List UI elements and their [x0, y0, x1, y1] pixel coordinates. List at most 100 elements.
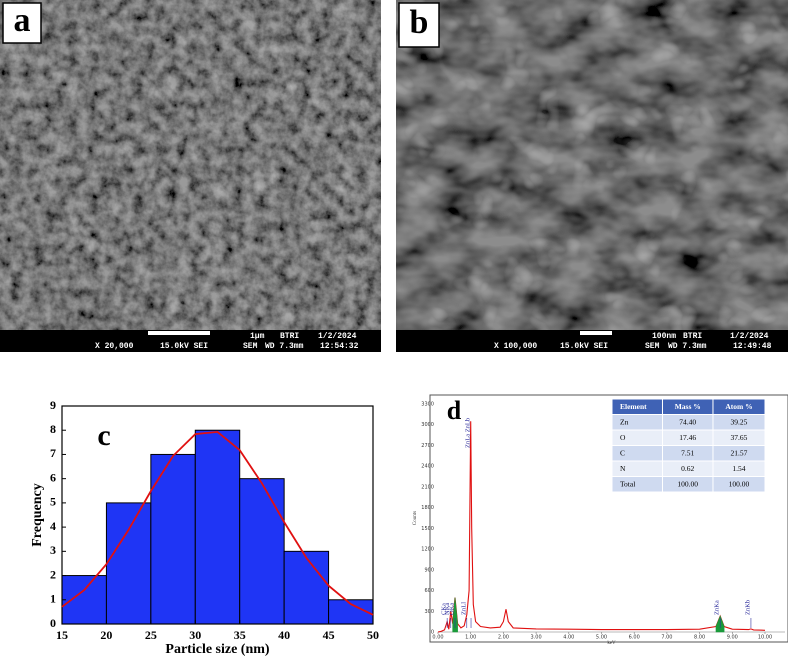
magnification: X 20,000 [95, 342, 134, 351]
x-tick-label: 2.00 [498, 635, 509, 641]
peak-label: ZnKa [714, 600, 721, 615]
y-tick-label: 3300 [421, 402, 434, 408]
table-text: 0.62 [681, 464, 694, 473]
y-tick-label: 0 [50, 616, 56, 630]
y-tick-label: 4 [50, 519, 56, 533]
x-tick-label: 5.00 [596, 635, 607, 641]
date: 1/2/2024 [730, 332, 769, 341]
bar [239, 478, 285, 625]
table-header-text: Element [620, 402, 647, 411]
date: 1/2/2024 [318, 332, 357, 341]
y-tick-label: 1800 [421, 505, 434, 511]
y-tick-label: 1200 [421, 547, 434, 553]
panel-label: d [447, 396, 462, 425]
scale-bar [580, 331, 612, 335]
y-tick-label: 6 [50, 470, 56, 484]
magnification: X 100,000 [494, 342, 537, 351]
table-text: N [620, 464, 626, 473]
table-text: 1.54 [732, 464, 745, 473]
table-text: O [620, 433, 626, 442]
panel-label: c [97, 419, 110, 452]
peak-label: NKa [444, 603, 451, 615]
y-tick-label: 1500 [421, 526, 434, 532]
y-tick-label: 2700 [421, 443, 434, 449]
x-tick-label: 15 [56, 628, 68, 642]
working-distance: WD 7.3mm [265, 342, 304, 351]
peak-label: OKa [448, 603, 455, 615]
y-tick-label: 5 [50, 495, 56, 509]
y-tick-label: 900 [424, 567, 434, 573]
info-bar [0, 330, 381, 352]
x-tick-label: 50 [367, 628, 379, 642]
bar [61, 575, 107, 625]
y-tick-label: 300 [424, 609, 434, 615]
peak-label: ZnLl [460, 602, 467, 615]
y-tick-label: 3000 [421, 422, 434, 428]
table-text: 37.65 [731, 433, 748, 442]
x-tick-label: 0.00 [432, 635, 443, 641]
time: 12:54:32 [320, 342, 359, 351]
table-text: 100.00 [677, 479, 698, 488]
x-tick-label: 40 [278, 628, 290, 642]
spectrum-area [452, 597, 458, 633]
x-tick-label: 9.00 [727, 635, 738, 641]
scale-text: 100nm [652, 332, 676, 341]
x-tick-label: 10.00 [758, 635, 772, 641]
lab: BTRI [683, 332, 702, 341]
table-text: Total [620, 479, 635, 488]
sem-highlight [0, 0, 381, 330]
y-tick-label: 2 [50, 567, 56, 581]
y-axis-label: Counts [413, 511, 418, 525]
bar [283, 550, 330, 625]
bar [194, 429, 241, 625]
x-tick-label: 4.00 [563, 635, 574, 641]
sem-highlight [396, 0, 788, 330]
x-axis-label: Particle size (nm) [165, 642, 270, 657]
table-text: 100.00 [729, 479, 750, 488]
voltage: 15.0kV SEI [560, 342, 608, 351]
time: 12:49:48 [733, 342, 772, 351]
y-tick-label: 7 [50, 446, 56, 460]
y-tick-label: 9 [50, 398, 56, 412]
y-tick-label: 2400 [421, 464, 434, 470]
voltage: 15.0kV SEI [160, 342, 208, 351]
x-tick-label: 3.00 [531, 635, 542, 641]
table-header-text: Mass % [675, 402, 701, 411]
sem-panel-b: 100nm BTRI 1/2/2024 X 100,000 15.0kV SEI… [396, 0, 788, 352]
table-text: Zn [620, 417, 629, 426]
table-text: 17.46 [679, 433, 696, 442]
working-distance: WD 7.3mm [668, 342, 707, 351]
y-tick-label: 8 [50, 422, 56, 436]
scale-bar [148, 331, 210, 335]
peak-label: CKa [441, 603, 448, 615]
y-tick-label: 2100 [421, 484, 434, 490]
fit-curve [61, 430, 374, 616]
x-tick-label: 20 [100, 628, 112, 642]
y-tick-label: 0 [431, 630, 434, 636]
mode: SEM [645, 342, 660, 351]
label-box [398, 2, 440, 48]
y-tick-label: 3 [50, 543, 56, 557]
peak-label: ZnLa ZnLb [465, 418, 472, 448]
table-cell [712, 476, 766, 493]
panel-label: b [410, 4, 429, 41]
y-axis-label: Frequency [30, 483, 45, 547]
x-tick-label: 1.00 [465, 635, 476, 641]
panel-label: a [14, 2, 31, 39]
table-text: 7.51 [681, 448, 694, 457]
table-text: 21.57 [731, 448, 748, 457]
scale-text: 1μm [250, 332, 265, 341]
x-tick-label: 35 [234, 628, 246, 642]
sem-panel-a: 1μm BTRI 1/2/2024 X 20,000 15.0kV SEI SE… [0, 0, 381, 352]
x-tick-label: 6.00 [629, 635, 640, 641]
x-tick-label: 45 [323, 628, 335, 642]
y-tick-label: 600 [424, 588, 434, 594]
x-tick-label: 25 [145, 628, 157, 642]
peak-label: ZnKb [744, 600, 751, 615]
bar [105, 502, 152, 625]
x-tick-label: 8.00 [694, 635, 705, 641]
table-text: C [620, 448, 625, 457]
info-bar [396, 330, 788, 352]
